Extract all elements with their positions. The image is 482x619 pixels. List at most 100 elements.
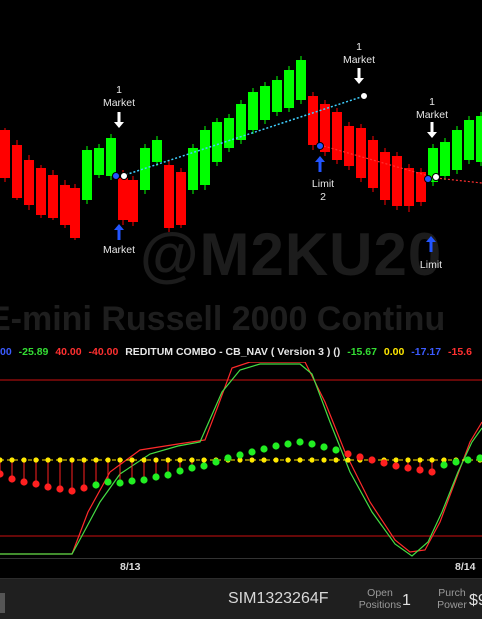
purch-power-label-line1: Purch [434, 587, 470, 599]
oscillator-dot [332, 446, 339, 453]
zero-dot [129, 457, 134, 462]
signal-limit-type: Limit [312, 178, 334, 190]
oscillator-dot [308, 440, 315, 447]
candle-body [106, 138, 116, 176]
candle-body [152, 140, 162, 162]
oscillator-dot [296, 438, 303, 445]
candle-body [36, 168, 46, 215]
zero-dot [429, 457, 434, 462]
candle-body [200, 130, 210, 185]
candle-body [260, 86, 270, 120]
candle-body [82, 150, 92, 200]
purch-power-label-line2: Power [434, 599, 470, 611]
candle-body [284, 70, 294, 108]
oscillator-dot [56, 485, 63, 492]
oscillator-dot [416, 466, 423, 473]
candle-body [70, 188, 80, 238]
indicator-chart[interactable] [0, 362, 482, 558]
oscillator-dot [68, 487, 75, 494]
price-chart[interactable]: 1 Market Market 1 Market Limit 2 1 Marke… [0, 0, 482, 298]
oscillator-dot [200, 462, 207, 469]
open-positions-label-line2: Positions [358, 599, 402, 611]
candle-body [224, 118, 234, 148]
oscillator-dot [140, 476, 147, 483]
candle-body [368, 140, 378, 188]
signal-buy2-type: Market [416, 109, 448, 121]
candle-body [344, 126, 354, 166]
price-chart-panel[interactable]: @M2KU20 1 Market Market 1 Market Limit 2… [0, 0, 482, 298]
zero-dot [105, 457, 110, 462]
open-positions-value: 1 [402, 592, 411, 610]
oscillator-dot [428, 468, 435, 475]
zero-dot [33, 457, 38, 462]
zero-dot [201, 457, 206, 462]
date-label-8-14: 8/14 [455, 561, 475, 573]
candle-body [296, 60, 306, 100]
buy-arrow-1-head [114, 122, 124, 128]
oscillator-dot [236, 451, 243, 458]
limit-arrow-3-head [426, 236, 436, 242]
oscillator-dot [380, 459, 387, 466]
candle-body [404, 168, 414, 206]
zero-dot [69, 457, 74, 462]
candle-body [164, 165, 174, 228]
indicator-title[interactable]: REDITUM COMBO - CB_NAV ( Version 3 ) () [125, 346, 340, 358]
candlesticks [0, 56, 482, 240]
candle-body [94, 148, 104, 175]
oscillator-dot [404, 464, 411, 471]
candle-body [308, 96, 318, 145]
sell-arrow-head [354, 78, 364, 84]
zero-dot [153, 457, 158, 462]
zero-dot [141, 457, 146, 462]
oscillator-dot [392, 462, 399, 469]
indicator-value-blue: 00 [0, 346, 12, 358]
date-axis: 8/13 8/14 [0, 558, 482, 579]
zero-dot [261, 457, 266, 462]
oscillator-dot [464, 456, 471, 463]
candle-body [356, 128, 366, 178]
zero-dot [417, 457, 422, 462]
indicator-value-blue-2: -17.17 [411, 346, 441, 358]
zero-dot [93, 457, 98, 462]
oscillator-dot [44, 483, 51, 490]
zero-dot [57, 457, 62, 462]
oscillator-dot [356, 453, 363, 460]
signal-limit-qty: 2 [320, 191, 326, 203]
oscillator-dot [152, 473, 159, 480]
account-name[interactable]: SIM1323264F [228, 590, 329, 608]
watermark-subtitle: E-mini Russell 2000 Continu [0, 300, 445, 339]
purch-power-label: Purch Power [434, 587, 470, 611]
oscillator-dot [212, 458, 219, 465]
candle-body [24, 160, 34, 205]
oscillator-dot [284, 440, 291, 447]
candle-body [332, 112, 342, 160]
zero-dot [189, 457, 194, 462]
candle-body [212, 122, 222, 162]
candle-body [476, 116, 482, 162]
candle-body [128, 180, 138, 222]
zero-dot [21, 457, 26, 462]
candle-body [48, 175, 58, 218]
indicator-value-upper: 40.00 [55, 346, 81, 358]
open-positions-label: Open Positions [358, 587, 402, 611]
trade-marker-dot [361, 93, 368, 100]
signal-buy-qty: 1 [116, 84, 122, 96]
candle-body [12, 145, 22, 198]
oscillator-dot [128, 477, 135, 484]
candle-body [188, 148, 198, 190]
oscillator-dot [260, 445, 267, 452]
indicator-panel[interactable] [0, 362, 482, 558]
oscillator-dot [224, 454, 231, 461]
oscillator-dot [0, 470, 4, 477]
zero-dot [309, 457, 314, 462]
indicator-value-yellow: 0.00 [384, 346, 404, 358]
oscillator-dot [164, 471, 171, 478]
oscillator-dot [104, 478, 111, 485]
zero-dot [117, 457, 122, 462]
candle-body [0, 130, 10, 178]
open-positions-label-line1: Open [358, 587, 402, 599]
zero-dot [45, 457, 50, 462]
candle-body [452, 130, 462, 170]
candle-body [380, 152, 390, 200]
horizontal-scrollbar[interactable] [0, 593, 5, 613]
